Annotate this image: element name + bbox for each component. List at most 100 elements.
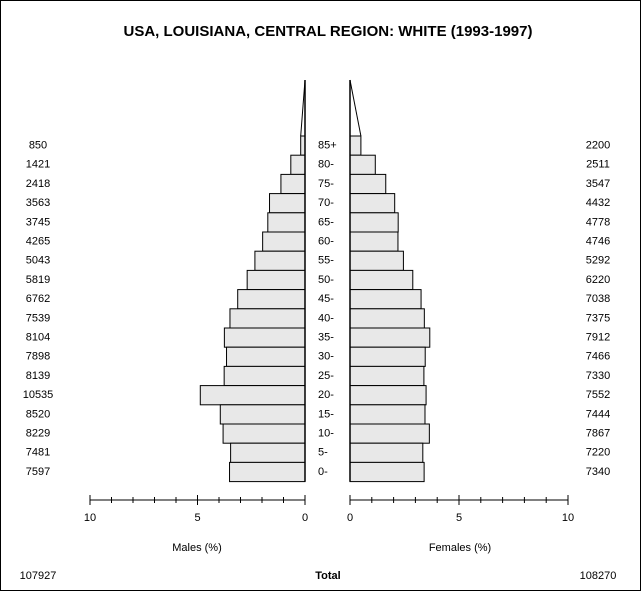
bar [229,461,306,483]
count-label: 3745 [26,216,50,228]
axis-label: Males (%) [172,542,222,554]
age-label: 75- [318,178,334,190]
bar [246,269,306,291]
bar [269,193,306,214]
count-label: 7597 [26,466,50,478]
age-label: 5- [318,447,328,459]
count-label: 7444 [586,408,610,420]
age-label: 60- [318,236,334,248]
count-label: 7539 [26,312,50,324]
bar [219,404,306,425]
age-label: 50- [318,274,334,286]
age-label: 30- [318,351,334,363]
count-label: 8229 [26,428,50,440]
count-label: 7220 [586,447,610,459]
open-age-tail [349,79,362,137]
bar [237,289,306,310]
count-label: 7552 [586,389,610,401]
bar [349,135,362,156]
age-label: 35- [318,332,334,344]
count-label: 7898 [26,351,50,363]
count-label: 7867 [586,428,610,440]
bar [349,173,387,195]
count-label: 7375 [586,312,610,324]
x-tick-label: 10 [562,512,574,524]
count-label: 2418 [26,178,50,190]
count-label: 1421 [26,159,50,171]
bar [229,308,306,329]
x-tick-label: 0 [302,512,308,524]
count-label: 7340 [586,466,610,478]
age-label: 25- [318,370,334,382]
total-value: 108270 [580,570,617,582]
count-label: 850 [29,140,47,152]
x-tick-label: 0 [347,512,353,524]
bar [223,365,306,387]
age-label: 0- [318,466,328,478]
bar [349,212,399,233]
count-label: 6762 [26,293,50,305]
axis-label: Females (%) [429,542,491,554]
count-label: 4432 [586,197,610,209]
bar [349,346,426,367]
bar [226,346,306,367]
age-label: 65- [318,216,334,228]
age-label: 15- [318,408,334,420]
count-label: 4746 [586,236,610,248]
x-tick-label: 10 [84,512,96,524]
count-label: 3547 [586,178,610,190]
bar [349,365,425,387]
bar [349,250,404,271]
bar [349,154,376,175]
count-label: 2511 [586,159,610,171]
age-label: 85+ [318,140,337,152]
count-label: 7466 [586,351,610,363]
count-label: 8520 [26,408,50,420]
count-label: 7330 [586,370,610,382]
bar [290,154,306,175]
count-label: 2200 [586,140,610,152]
bar [349,308,425,329]
count-label: 7481 [26,447,50,459]
bar [349,385,427,406]
bar [349,269,414,291]
age-label: 45- [318,293,334,305]
total-value: 107927 [20,570,57,582]
bar [349,289,422,310]
age-label: 80- [318,159,334,171]
bar [262,231,306,252]
count-label: 3563 [26,197,50,209]
count-label: 10535 [23,389,54,401]
bar [349,461,425,483]
bar [349,423,430,444]
bar [254,250,306,271]
age-label: 10- [318,428,334,440]
x-tick-label: 5 [194,512,200,524]
bar [280,173,306,195]
bar [230,442,306,463]
count-label: 7038 [586,293,610,305]
bar [199,385,306,406]
count-label: 8104 [26,332,50,344]
age-label: 40- [318,312,334,324]
count-label: 7912 [586,332,610,344]
chart-title: USA, LOUISIANA, CENTRAL REGION: WHITE (1… [124,23,533,40]
count-label: 4778 [586,216,610,228]
count-label: 5043 [26,255,50,267]
count-label: 5819 [26,274,50,286]
count-label: 5292 [586,255,610,267]
bar [349,442,424,463]
age-label: 70- [318,197,334,209]
total-label: Total [315,570,340,582]
age-label: 20- [318,389,334,401]
count-label: 4265 [26,236,50,248]
bar [349,231,399,252]
bar [222,423,306,444]
x-tick-label: 5 [456,512,462,524]
count-label: 6220 [586,274,610,286]
count-label: 8139 [26,370,50,382]
bar [223,327,306,348]
bar [267,212,306,233]
